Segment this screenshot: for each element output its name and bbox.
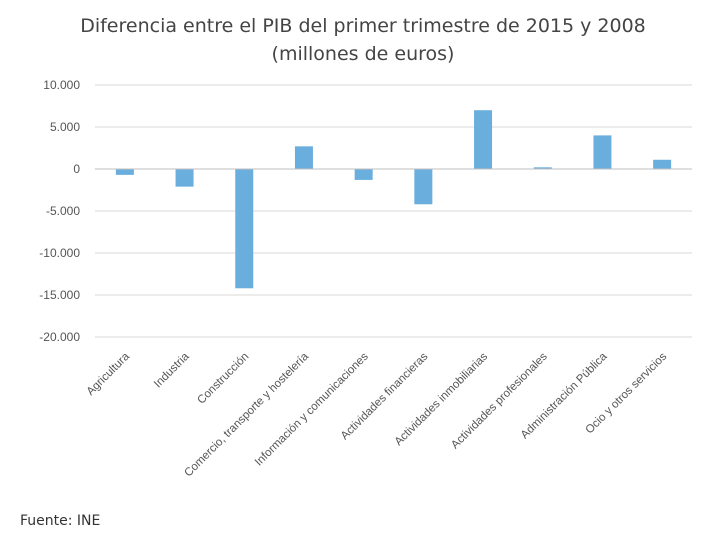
y-tick-label: 5.000 <box>50 120 80 134</box>
y-tick-label: -5.000 <box>46 204 80 218</box>
category-labels: Agricultura Industria ConstrucciónComercio… <box>85 350 670 479</box>
category-label: Actividades profesionales <box>449 350 550 451</box>
bar <box>354 169 373 180</box>
category-label: Construcción <box>195 351 251 407</box>
bars <box>115 110 672 289</box>
chart-title-line-2: (millones de euros) <box>272 43 455 65</box>
bar <box>115 169 134 175</box>
bar <box>294 146 313 169</box>
category-label: Información y comunicaciones <box>253 350 371 468</box>
y-axis-ticks: 10.000 5.000 0 -5.000 -10.000 -15.000 -20.000 <box>39 78 80 344</box>
y-tick-label: -15.000 <box>39 288 80 302</box>
bar <box>414 169 433 205</box>
category-label: Industria <box>152 350 192 390</box>
bar <box>474 110 493 169</box>
category-label: Agricultura <box>85 350 133 398</box>
bar <box>653 159 672 169</box>
category-label: Comercio, transporte y hostelería <box>182 350 311 479</box>
chart-title-line-1: Diferencia entre el PIB del primer trime… <box>80 15 646 37</box>
bar <box>235 169 254 289</box>
grid-lines <box>95 84 692 338</box>
y-tick-label: -10.000 <box>39 246 80 260</box>
bar <box>533 167 552 169</box>
source-note: Fuente: INE <box>20 513 101 529</box>
y-tick-label: -20.000 <box>39 330 80 344</box>
bar <box>175 169 194 187</box>
y-tick-label: 10.000 <box>43 78 80 92</box>
y-tick-label: 0 <box>73 162 80 176</box>
bar <box>593 135 612 169</box>
